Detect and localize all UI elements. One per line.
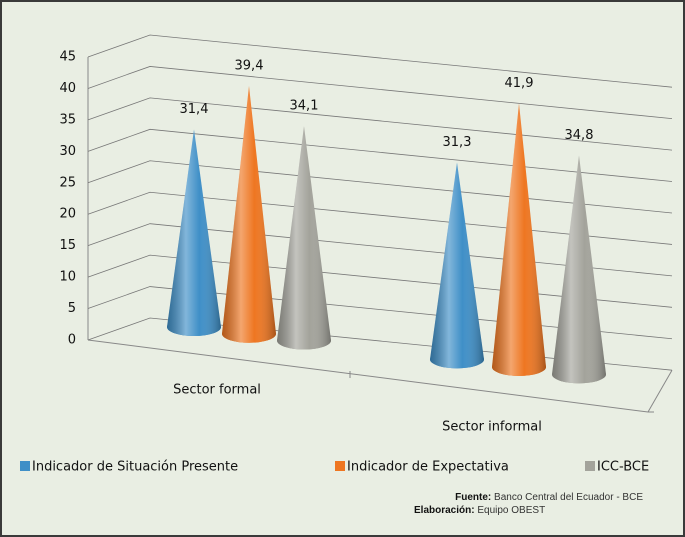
legend-label: Indicador de Expectativa: [347, 460, 509, 475]
cone-shade: [167, 129, 221, 336]
cone-shade: [222, 85, 276, 343]
grid-line: [87, 97, 673, 151]
source: Fuente: Banco Central del Ecuador - BCE: [455, 492, 643, 503]
cone-shade: [552, 155, 606, 384]
y-tick-label: 5: [68, 301, 76, 316]
cone-shade: [492, 103, 546, 376]
grid-line: [87, 128, 673, 182]
y-tick-label: 35: [59, 112, 76, 127]
source-text: Banco Central del Ecuador - BCE: [494, 492, 643, 503]
y-tick-label: 20: [59, 207, 76, 222]
legend-swatch: [20, 461, 30, 471]
x-tick-label: Sector formal: [173, 383, 261, 398]
y-tick-label: 45: [59, 50, 76, 65]
grid-line: [87, 66, 673, 120]
credit-text: Equipo OBEST: [477, 505, 546, 516]
y-tick-label: 10: [59, 270, 76, 285]
data-label: 31,4: [180, 102, 209, 117]
grid-line: [87, 254, 673, 308]
y-tick-label: 0: [68, 333, 76, 348]
grid-line: [87, 223, 673, 277]
cone-shade: [277, 126, 331, 350]
y-tick-label: 30: [59, 144, 76, 159]
data-label: 34,1: [290, 99, 319, 114]
grid-line: [87, 34, 673, 88]
data-label: 39,4: [235, 58, 264, 73]
legend-swatch: [335, 461, 345, 471]
credit: Elaboración: Equipo OBEST: [414, 505, 545, 516]
data-label: 31,3: [443, 135, 472, 150]
y-tick-label: 40: [59, 81, 76, 96]
data-label: 34,8: [565, 128, 594, 143]
source-label: Fuente:: [455, 492, 492, 503]
credit-label: Elaboración:: [414, 505, 475, 516]
legend-label: ICC-BCE: [597, 460, 649, 475]
grid-line: [87, 191, 673, 245]
y-tick-label: 25: [59, 175, 76, 190]
grid-line: [87, 160, 673, 214]
data-label: 41,9: [505, 76, 534, 91]
y-tick-label: 15: [59, 238, 76, 253]
x-tick-label: Sector informal: [442, 420, 542, 435]
legend-swatch: [585, 461, 595, 471]
floor-side: [647, 369, 673, 413]
cone-shade: [430, 162, 484, 369]
legend-label: Indicador de Situación Presente: [32, 460, 238, 475]
